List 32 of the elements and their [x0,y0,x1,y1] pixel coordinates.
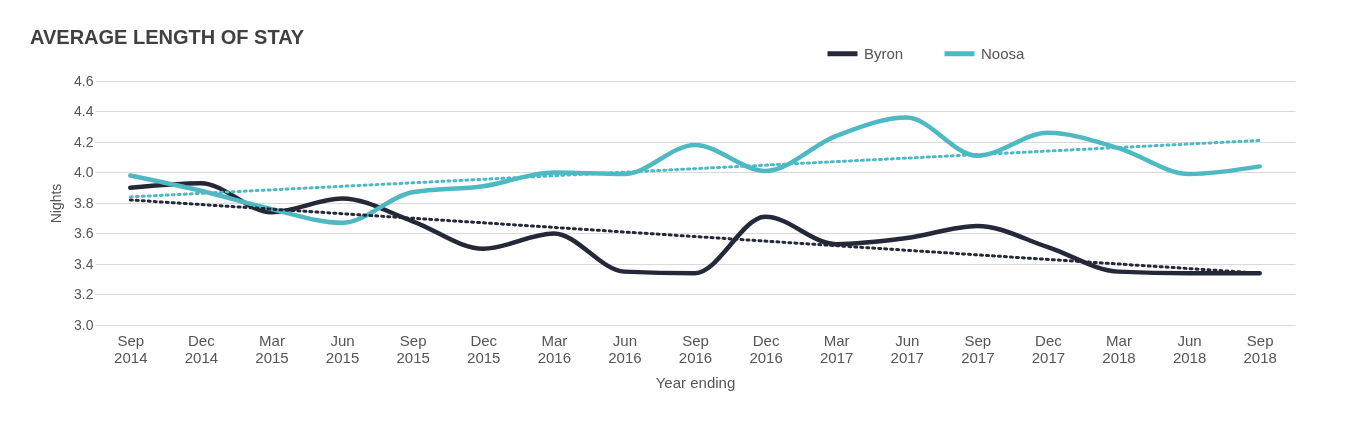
x-tick-label: Mar 2017 [819,331,854,366]
x-tick-label: Dec 2017 [1031,331,1066,366]
x-tick-label: Mar 2018 [1102,331,1136,366]
x-axis-title: Year ending [655,373,736,391]
x-tick-label: Jun 2017 [890,331,924,366]
x-tick-label: Dec 2014 [184,331,219,366]
chart-title: AVERAGE LENGTH OF STAY [30,26,305,48]
x-tick-label: Mar 2015 [255,331,289,366]
legend-label: Byron [864,44,904,62]
y-tick-label: 4.0 [74,164,94,180]
x-tick-label: Sep 2017 [961,331,995,366]
line-series [128,115,1262,226]
x-tick-label: Sep 2015 [396,331,430,366]
y-tick-label: 4.2 [74,133,94,150]
x-tick-label: Sep 2014 [114,331,148,366]
y-tick-label: 4.6 [74,72,94,89]
y-tick-label: 3.2 [74,286,94,302]
y-axis-title: Nights [48,183,65,224]
x-tick-label: Mar 2016 [537,331,572,366]
x-tick-label: Jun 2016 [608,331,642,366]
y-tick-label: 4.4 [74,103,94,119]
y-tick-label: 3.4 [74,255,94,272]
y-tick-label: 3.8 [74,194,94,211]
x-tick-label: Sep 2016 [678,331,713,366]
legend-label: Noosa [981,44,1026,62]
x-tick-label: Jun 2018 [1172,331,1207,366]
x-tick-label: Jun 2015 [325,331,360,366]
x-tick-label: Dec 2016 [749,331,783,366]
x-tick-label: Sep 2018 [1243,331,1277,366]
y-tick-label: 3.0 [74,316,94,333]
x-tick-label: Dec 2015 [467,331,501,366]
y-tick-label: 3.6 [74,225,94,241]
